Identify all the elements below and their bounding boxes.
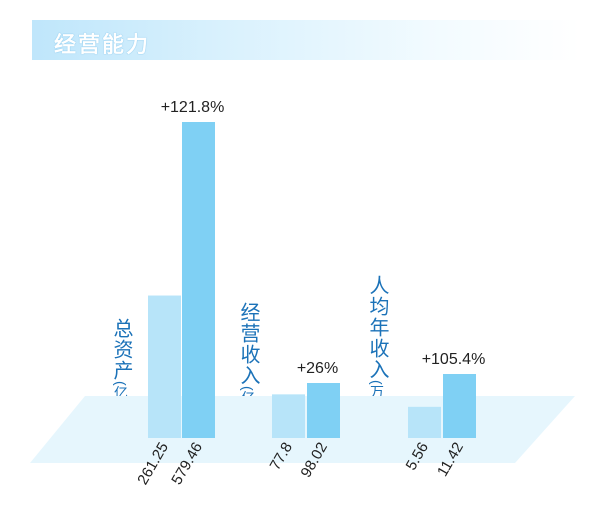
bar <box>182 122 215 438</box>
header-band <box>32 20 580 60</box>
bar <box>307 383 340 438</box>
bar <box>148 295 181 438</box>
bar <box>443 374 476 438</box>
growth-label: +121.8% <box>161 99 225 116</box>
growth-label: +26% <box>297 360 338 377</box>
section-title: 经营能力 <box>54 32 151 57</box>
bar <box>408 406 441 438</box>
growth-label: +105.4% <box>422 351 486 368</box>
bar <box>272 394 305 438</box>
group-label-text: 经营收入 <box>237 302 259 386</box>
group-label-text: 总资产 <box>110 318 132 381</box>
group-label-text: 人均年收入 <box>366 275 388 380</box>
